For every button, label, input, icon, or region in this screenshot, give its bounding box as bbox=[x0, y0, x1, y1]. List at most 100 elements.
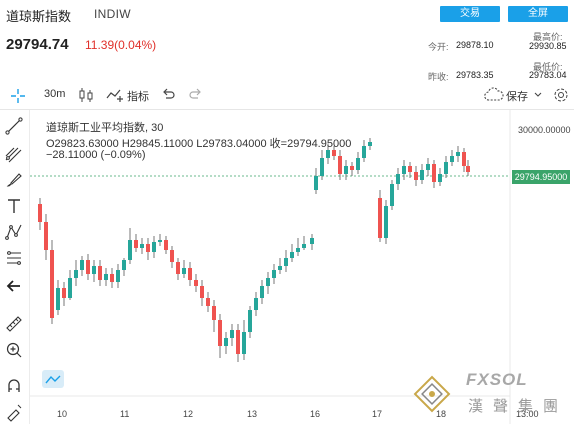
candle-body bbox=[260, 286, 264, 298]
x-tick-label: 13 bbox=[247, 409, 257, 419]
candle-body bbox=[236, 330, 240, 354]
pitchfork-icon[interactable] bbox=[4, 144, 24, 164]
fullscreen-button[interactable]: 全屏 bbox=[508, 6, 568, 22]
candle-body bbox=[432, 164, 436, 182]
candle-body bbox=[338, 156, 342, 174]
candle-body bbox=[272, 270, 276, 278]
open-label: 今开: bbox=[428, 40, 449, 53]
y-tick-label: 30000.00000 bbox=[518, 125, 571, 135]
crosshair-icon[interactable] bbox=[8, 86, 28, 109]
candle-body bbox=[116, 270, 120, 282]
candle-body bbox=[86, 260, 90, 274]
indicators-icon[interactable] bbox=[105, 87, 125, 106]
candle-body bbox=[44, 222, 48, 250]
candle-body bbox=[230, 330, 234, 338]
ruler-icon[interactable] bbox=[4, 314, 24, 334]
candle-body bbox=[396, 174, 400, 184]
candle-body bbox=[98, 266, 102, 280]
candle-body bbox=[284, 258, 288, 266]
current-price-label: 29794.95000 bbox=[512, 170, 570, 184]
candle-body bbox=[50, 250, 54, 318]
trend-line-icon[interactable] bbox=[4, 116, 24, 136]
candle-body bbox=[176, 262, 180, 274]
candle-body bbox=[74, 270, 78, 278]
brand-chinese-name: 漢聲集團 bbox=[468, 395, 568, 416]
last-price: 29794.74 bbox=[6, 36, 69, 53]
candle-body bbox=[254, 298, 258, 310]
candle-body bbox=[152, 242, 156, 252]
interval-selector[interactable]: 30m bbox=[44, 88, 65, 100]
candle-body bbox=[68, 278, 72, 298]
candle-body bbox=[378, 198, 382, 238]
candle-body bbox=[80, 260, 84, 270]
candle-body bbox=[56, 288, 60, 310]
instrument-name: 道琼斯指数 bbox=[6, 6, 71, 25]
x-tick-label: 10 bbox=[57, 409, 67, 419]
candle-body bbox=[438, 174, 442, 182]
cloud-save-icon[interactable] bbox=[483, 86, 505, 107]
candle-body bbox=[164, 240, 168, 250]
candle-body bbox=[128, 240, 132, 260]
candle-body bbox=[356, 158, 360, 170]
candle-body bbox=[326, 150, 330, 158]
candle-body bbox=[362, 146, 366, 158]
candle-body bbox=[390, 184, 394, 206]
x-tick-label: 17 bbox=[372, 409, 382, 419]
candle-body bbox=[224, 338, 228, 346]
candle-body bbox=[212, 306, 216, 320]
chart-legend-title: 道琼斯工业平均指数, 30 bbox=[46, 119, 163, 135]
undo-icon[interactable] bbox=[160, 87, 176, 106]
candle-body bbox=[350, 166, 354, 170]
candle-body bbox=[426, 164, 430, 170]
candle-body bbox=[266, 278, 270, 286]
pattern-tool-icon[interactable] bbox=[4, 222, 24, 242]
candle-body bbox=[310, 238, 314, 244]
candle-body bbox=[182, 268, 186, 274]
candle-body bbox=[194, 280, 198, 286]
candle-body bbox=[146, 244, 150, 252]
candle-body bbox=[170, 250, 174, 262]
candle-body bbox=[302, 244, 306, 248]
candle-body bbox=[384, 206, 388, 238]
candle-body bbox=[158, 240, 162, 242]
candle-body bbox=[456, 152, 460, 156]
quote-header: 道琼斯指数 INDIW 交易 全屏 29794.74 11.39(0.04%) … bbox=[0, 0, 574, 84]
price-change: 11.39(0.04%) bbox=[85, 38, 156, 52]
zoom-in-icon[interactable] bbox=[4, 340, 24, 360]
trade-button[interactable]: 交易 bbox=[440, 6, 500, 22]
back-arrow-icon[interactable] bbox=[4, 276, 24, 296]
chart-legend-change: −28.11000 (−0.09%) bbox=[46, 149, 145, 161]
candle-body bbox=[122, 260, 126, 270]
candle-type-icon[interactable] bbox=[78, 86, 94, 107]
drawing-tools-panel bbox=[0, 110, 30, 424]
high-value: 29930.85 bbox=[529, 41, 567, 51]
candle-body bbox=[450, 156, 454, 162]
brand-watermark: FXSOL 漢聲集團 bbox=[412, 368, 572, 422]
candle-body bbox=[140, 244, 144, 248]
candle-body bbox=[462, 152, 466, 166]
candle-body bbox=[314, 176, 318, 190]
candle-body bbox=[134, 240, 138, 248]
candle-body bbox=[296, 248, 300, 252]
chart-toolbar: 30m 指标 保存 bbox=[0, 84, 574, 110]
x-tick-label: 11 bbox=[120, 409, 129, 419]
save-dropdown-chevron-icon[interactable] bbox=[533, 87, 543, 104]
brush-icon[interactable] bbox=[4, 170, 24, 190]
text-tool-icon[interactable] bbox=[4, 196, 24, 216]
candle-body bbox=[290, 252, 294, 258]
settings-gear-icon[interactable] bbox=[552, 86, 570, 107]
fib-levels-icon[interactable] bbox=[4, 248, 24, 268]
redo-icon[interactable] bbox=[188, 87, 204, 106]
candle-body bbox=[368, 142, 372, 146]
candle-body bbox=[62, 288, 66, 298]
candle-body bbox=[206, 298, 210, 306]
candle-body bbox=[466, 166, 470, 172]
magnet-icon[interactable] bbox=[4, 376, 24, 396]
lock-drawing-icon[interactable] bbox=[4, 402, 24, 422]
save-button[interactable]: 保存 bbox=[506, 88, 528, 104]
candle-body bbox=[242, 332, 246, 354]
indicators-button[interactable]: 指标 bbox=[127, 88, 149, 104]
candle-body bbox=[38, 204, 42, 222]
candle-body bbox=[402, 166, 406, 174]
chart-logo-icon[interactable] bbox=[42, 370, 64, 388]
